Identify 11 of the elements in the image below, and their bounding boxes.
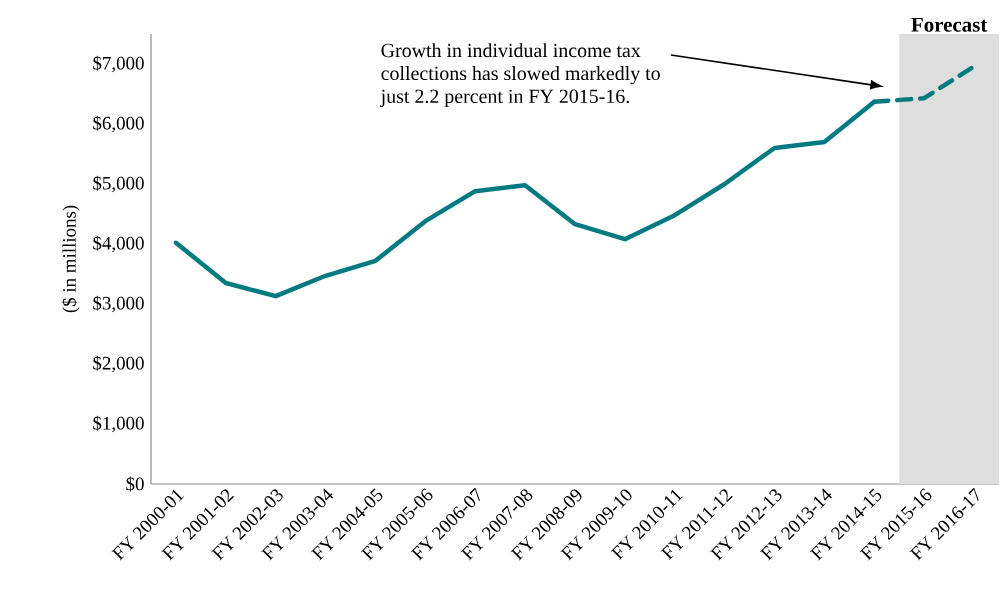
y-tick-label: $2,000 (93, 355, 144, 373)
y-tick-label: $3,000 (93, 295, 144, 313)
band-label: Forecast (911, 17, 988, 32)
y-tick-label: $7,000 (93, 55, 144, 73)
y-tick-label: $0 (126, 476, 144, 492)
annotation: Growth in individual income tax collections has slowed markedly to just 2.2 percent in FY 2015-16. (380, 43, 660, 108)
y-tick-label: $1,000 (93, 415, 144, 433)
y-tick-label: $4,000 (93, 235, 144, 253)
y-axis-title: ($ in millions) (61, 205, 80, 313)
y-tick-label: $6,000 (93, 115, 144, 133)
y-tick-label: $5,000 (93, 175, 144, 193)
